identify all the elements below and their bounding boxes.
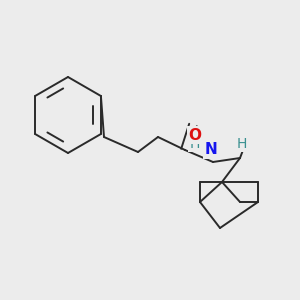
Text: O: O <box>188 128 202 142</box>
Text: O: O <box>188 128 202 142</box>
Text: H: H <box>190 137 200 151</box>
Text: H: H <box>237 137 247 151</box>
Text: N: N <box>205 142 218 158</box>
